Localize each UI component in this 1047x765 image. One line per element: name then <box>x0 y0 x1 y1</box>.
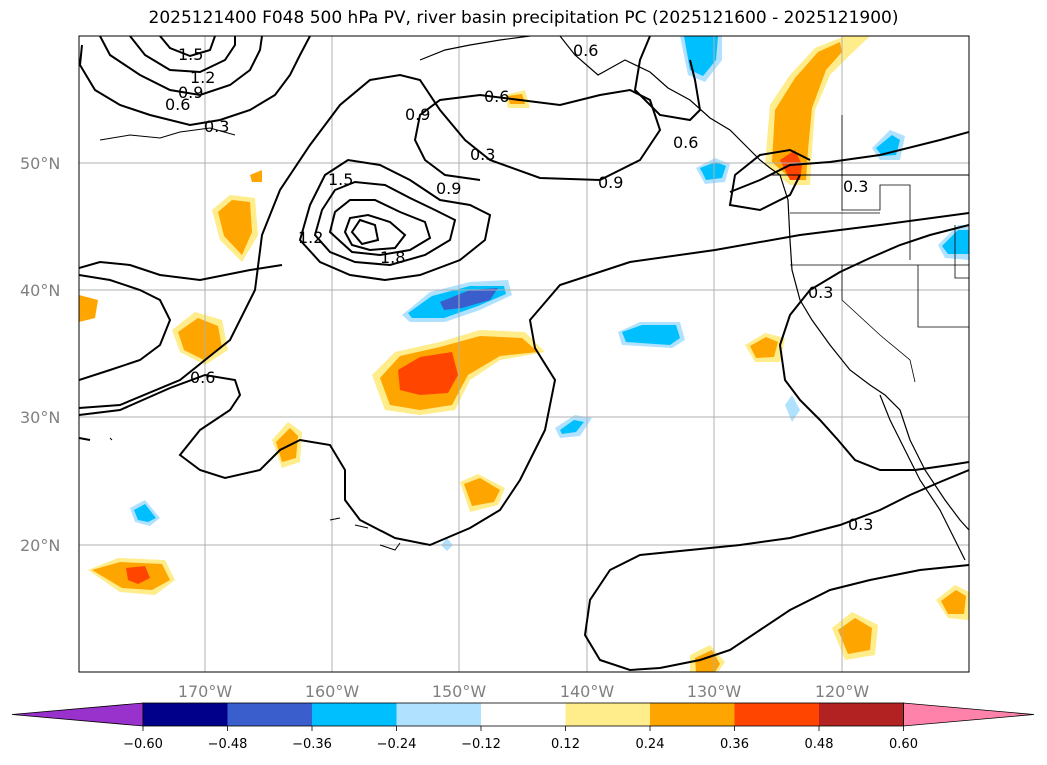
contour-label: 0.6 <box>484 87 509 106</box>
contour-label: 1.2 <box>298 228 323 247</box>
precip-patch <box>134 504 156 522</box>
contour-labels: 1.5 1.2 0.9 0.6 0.3 0.6 0.9 0.6 0.3 0.9 … <box>165 41 873 534</box>
colorbar-segment <box>143 703 228 726</box>
lon-label: 160°W <box>305 682 360 701</box>
contour-label: 0.6 <box>165 95 190 114</box>
contour-label: 0.9 <box>436 179 461 198</box>
lon-label: 140°W <box>560 682 615 701</box>
precip-patch <box>941 590 966 614</box>
precip-patch <box>440 288 498 310</box>
colorbar-tick-label: −0.60 <box>123 737 163 752</box>
precip-patch <box>838 618 872 654</box>
precip-patch <box>622 325 680 345</box>
precip-patch <box>560 420 584 434</box>
colorbar-segment <box>650 703 735 726</box>
lon-label: 150°W <box>432 682 487 701</box>
colorbar-extend-min <box>11 702 144 727</box>
lon-label: 170°W <box>178 682 233 701</box>
colorbar-tick-label: −0.24 <box>377 737 417 752</box>
colorbar-tick-label: −0.12 <box>461 737 501 752</box>
contour-label: 0.9 <box>178 83 203 102</box>
contour-label: 0.3 <box>848 515 873 534</box>
precip-patch <box>942 230 969 254</box>
contour-label: 0.6 <box>673 133 698 152</box>
colorbar-tick-label: 0.60 <box>889 737 918 752</box>
contour-label: 1.5 <box>328 170 353 189</box>
precip-patch <box>772 42 842 180</box>
lon-label: 130°W <box>687 682 742 701</box>
colorbar-segment <box>819 703 904 726</box>
coastlines <box>99 36 969 561</box>
contour-label: 0.9 <box>405 105 430 124</box>
map-frame <box>78 35 970 673</box>
colorbar-segment <box>734 703 820 726</box>
latitude-labels: 50°N 40°N 30°N 20°N <box>20 154 60 555</box>
precip-patch <box>250 170 262 182</box>
contour-label: 0.3 <box>843 177 868 196</box>
colorbar-segment <box>481 703 566 726</box>
contour-label: 1.2 <box>190 68 215 87</box>
precip-patch <box>398 352 458 395</box>
colorbar-tick-label: −0.48 <box>208 737 248 752</box>
precip-patch <box>178 318 222 360</box>
colorbar-tick-label: 0.48 <box>805 737 834 752</box>
colorbar-segment <box>396 703 482 726</box>
longitude-labels: 170°W 160°W 150°W 140°W 130°W 120°W <box>178 682 870 701</box>
colorbar-frame <box>142 702 904 727</box>
colorbar-tick-label: 0.12 <box>551 737 580 752</box>
contour-label: 0.3 <box>204 117 229 136</box>
precip-patch <box>126 566 150 584</box>
contour-label: 1.5 <box>178 45 203 64</box>
precip-patch <box>700 162 726 180</box>
colorbar-tick-label: −0.36 <box>292 737 332 752</box>
lat-label: 20°N <box>20 536 60 555</box>
colorbar-tick-label: 0.36 <box>720 737 749 752</box>
colorbar-segment <box>565 703 651 726</box>
contour-label: 0.6 <box>573 41 598 60</box>
contour-label: 0.9 <box>598 173 623 192</box>
colorbar-tick-label: 0.24 <box>636 737 665 752</box>
map-title: 2025121400 F048 500 hPa PV, river basin … <box>148 8 899 28</box>
contour-label: 1.8 <box>380 248 405 267</box>
lat-label: 40°N <box>20 281 60 300</box>
colorbar-extend-max <box>903 702 1035 727</box>
colorbar-segment <box>227 703 313 726</box>
precip-patch <box>785 395 800 422</box>
lat-label: 30°N <box>20 408 60 427</box>
precip-patch <box>464 478 500 506</box>
contour-label: 0.6 <box>190 368 215 387</box>
colorbar: −0.60 −0.48 −0.36 −0.24 −0.12 0.12 0.24 0.36 0.4… <box>11 702 1035 752</box>
contour-label: 0.3 <box>470 145 495 164</box>
pv-contours <box>79 36 969 672</box>
contour-label: 0.3 <box>808 283 833 302</box>
lon-label: 120°W <box>815 682 870 701</box>
precip-patch <box>750 337 778 358</box>
precip-patch <box>79 295 98 322</box>
precip-patch <box>218 200 252 255</box>
precip-patch <box>276 428 298 462</box>
lat-label: 50°N <box>20 154 60 173</box>
colorbar-segment <box>312 703 397 726</box>
